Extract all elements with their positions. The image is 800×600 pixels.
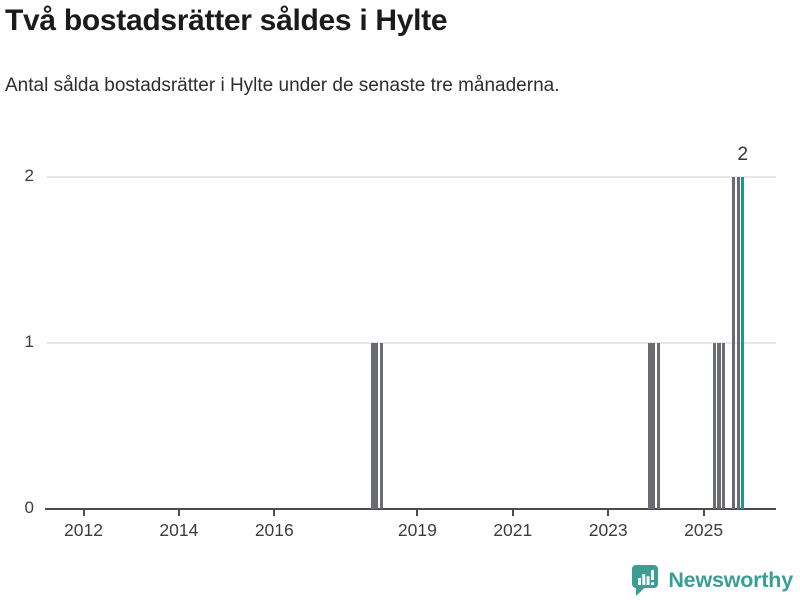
x-axis-label-2021: 2021 bbox=[493, 520, 533, 540]
x-tick-2016 bbox=[273, 510, 276, 516]
gridline-y2 bbox=[47, 176, 776, 178]
x-axis-label-2019: 2019 bbox=[397, 520, 437, 540]
gridline-y1 bbox=[47, 342, 776, 344]
x-axis-label-2016: 2016 bbox=[254, 520, 294, 540]
newsworthy-wordmark: Newsworthy bbox=[668, 568, 793, 592]
bar-1 bbox=[380, 343, 384, 509]
bar-5 bbox=[717, 343, 721, 509]
page-title: Två bostadsrätter såldes i Hylte bbox=[5, 4, 448, 37]
x-tick-2023 bbox=[607, 510, 610, 516]
bar-8 bbox=[736, 177, 741, 509]
x-axis-label-2023: 2023 bbox=[588, 520, 628, 540]
bar-3 bbox=[657, 343, 661, 509]
x-tick-2021 bbox=[511, 510, 514, 516]
y-axis-label-1: 1 bbox=[24, 332, 34, 351]
x-axis-line bbox=[45, 508, 776, 510]
x-tick-2025 bbox=[702, 510, 705, 516]
bar-4 bbox=[713, 343, 717, 509]
y-axis-label-2: 2 bbox=[24, 166, 34, 185]
x-tick-2012 bbox=[82, 510, 85, 516]
bar-0 bbox=[371, 343, 379, 509]
newsworthy-logo: Newsworthy bbox=[632, 564, 793, 597]
x-axis-label-2014: 2014 bbox=[159, 520, 199, 540]
bar-highlighted bbox=[741, 177, 745, 509]
x-axis-label-2025: 2025 bbox=[684, 520, 724, 540]
page-subtitle: Antal sålda bostadsrätter i Hylte under … bbox=[5, 75, 560, 96]
x-tick-2019 bbox=[416, 510, 419, 516]
bar-6 bbox=[721, 343, 725, 509]
newsworthy-icon bbox=[632, 565, 659, 596]
bar-value-label: 2 bbox=[737, 144, 749, 165]
bar-7 bbox=[732, 177, 736, 509]
y-axis-label-0: 0 bbox=[24, 498, 34, 517]
x-axis-label-2012: 2012 bbox=[64, 520, 103, 540]
x-tick-2014 bbox=[177, 510, 180, 516]
bar-2 bbox=[648, 343, 656, 509]
